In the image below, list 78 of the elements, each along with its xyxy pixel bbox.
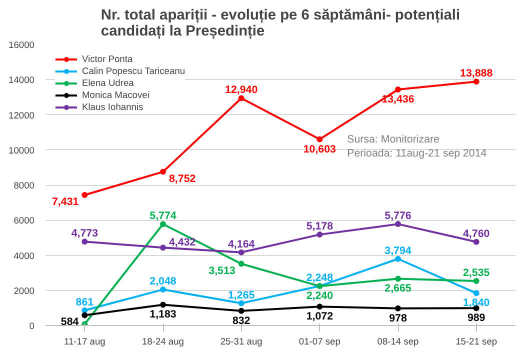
data-label: 3,794 (384, 244, 412, 257)
x-tick-label: 11-17 aug (64, 336, 106, 346)
point (473, 238, 480, 245)
data-label: 584 (60, 316, 79, 328)
point (82, 312, 88, 318)
point (238, 95, 244, 102)
point (395, 86, 401, 93)
point (473, 278, 480, 284)
x-tick-label: 25-31 aug (220, 336, 262, 346)
point (395, 305, 401, 312)
chart-title: Nr. total apariții - evoluție pe 6 săptămâni- potențiali candidați la Președinție (100, 8, 460, 40)
legend-label: Monica Macovei (82, 90, 150, 100)
point (82, 238, 88, 245)
point (473, 78, 480, 85)
y-tick-label: 10000 (8, 145, 35, 156)
data-label: 5,776 (384, 210, 412, 222)
point (395, 221, 401, 228)
data-label: 1,183 (150, 308, 176, 321)
data-label: 4,432 (169, 236, 196, 249)
data-label: 861 (76, 296, 94, 308)
legend-label: Calin Popescu Tariceanu (82, 66, 186, 76)
y-tick-label: 8000 (14, 180, 35, 190)
data-label: 2,535 (463, 266, 490, 279)
data-label: 1,072 (306, 310, 334, 323)
point (160, 286, 166, 293)
data-label: 4,773 (71, 228, 98, 240)
y-tick-label: 14000 (8, 75, 35, 86)
data-label: 4,760 (463, 228, 490, 240)
point (238, 308, 244, 314)
x-tick-label: 18-24 aug (142, 336, 184, 346)
point (238, 260, 244, 267)
point (316, 304, 323, 310)
y-tick-label: 16000 (8, 40, 35, 50)
data-label: 8,752 (169, 172, 196, 185)
y-tick-label: 4000 (14, 250, 35, 261)
point (160, 244, 166, 251)
x-tick-label: 01-07 sep (298, 336, 340, 346)
x-tick-label: 15-21 sep (456, 336, 498, 346)
data-label: 5,774 (150, 210, 176, 222)
annotation: Perioada: 11aug-21 sep 2014 (347, 148, 487, 160)
data-label: 10,603 (303, 143, 336, 156)
data-label: 1,840 (463, 297, 490, 310)
data-label: 2,665 (384, 282, 412, 295)
point (316, 232, 323, 238)
annotation: Sursa: Monitorizare (347, 134, 440, 146)
data-label: 13,436 (382, 94, 414, 106)
y-tick-label: 6000 (14, 216, 35, 226)
point (160, 168, 166, 175)
data-label: 978 (389, 312, 407, 324)
y-tick-label: 0 (29, 321, 35, 331)
legend-label: Klaus Iohannis (82, 102, 144, 112)
point (82, 192, 88, 198)
data-label: 13,888 (460, 68, 493, 80)
data-label: 3,513 (208, 264, 236, 277)
point (316, 136, 323, 142)
point (238, 249, 244, 256)
data-label: 832 (232, 314, 250, 327)
data-label: 12,940 (225, 84, 258, 96)
point (473, 290, 480, 296)
x-tick-label: 08-14 sep (377, 336, 419, 346)
data-label: 4,164 (228, 238, 255, 250)
data-label: 7,431 (52, 196, 79, 208)
legend-label: Victor Ponta (82, 54, 133, 64)
y-tick-label: 2000 (14, 286, 35, 296)
data-label: 2,248 (306, 272, 334, 284)
data-label: 989 (467, 312, 486, 324)
point (160, 221, 166, 228)
point (82, 307, 88, 314)
point (160, 302, 166, 308)
data-label: 2,240 (306, 290, 334, 302)
point (238, 300, 244, 306)
data-label: 1,265 (228, 289, 255, 302)
data-label: 2,048 (150, 276, 176, 288)
y-tick-label: 12000 (8, 110, 35, 120)
point (395, 256, 401, 262)
point (395, 276, 401, 282)
data-label: 5,178 (306, 220, 334, 233)
legend-label: Elena Udrea (82, 78, 134, 88)
